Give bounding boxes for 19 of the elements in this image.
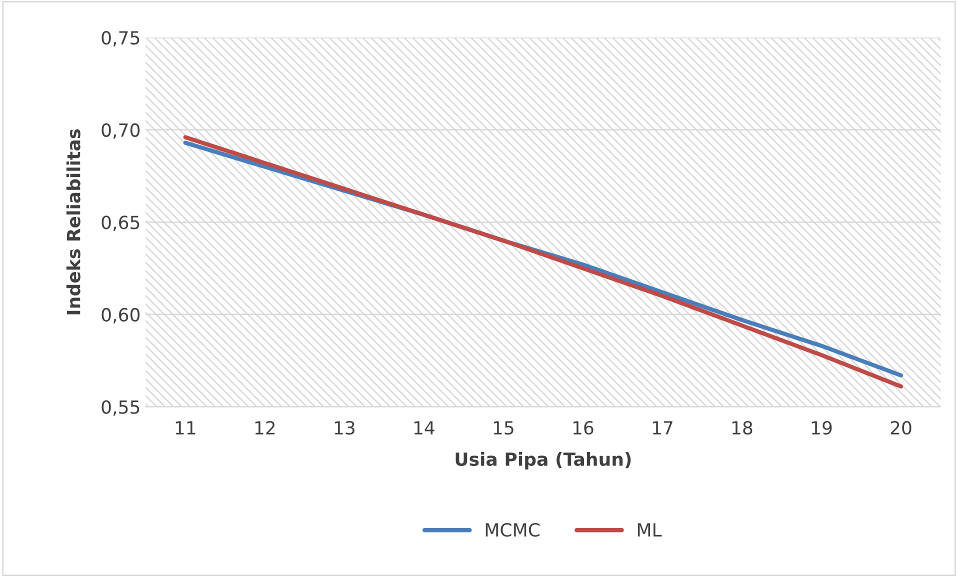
- y-tick-label: 0,75: [102, 30, 140, 46]
- x-axis-title: Usia Pipa (Tahun): [456, 452, 631, 470]
- x-tick-label: 18: [732, 420, 752, 435]
- y-tick-label: 0,65: [102, 216, 140, 232]
- y-tick-label: 0,55: [102, 400, 140, 416]
- x-tick-label: 14: [414, 421, 434, 434]
- x-tick-label: 20: [890, 420, 912, 435]
- x-tick-label: 11: [176, 421, 196, 434]
- y-tick-label: 0,70: [102, 123, 140, 139]
- x-tick-label: 15: [494, 421, 514, 435]
- y-axis-title: Indeks Reliabilitas: [66, 129, 80, 314]
- y-tick-label: 0,60: [102, 308, 140, 324]
- legend-label: MCMC: [486, 523, 540, 537]
- x-tick-label: 12: [255, 420, 275, 434]
- x-tick-label: 17: [652, 421, 672, 434]
- legend-label: ML: [638, 523, 662, 536]
- x-tick-label: 13: [334, 420, 354, 435]
- x-tick-label: 19: [812, 420, 832, 435]
- x-tick-label: 16: [573, 420, 594, 435]
